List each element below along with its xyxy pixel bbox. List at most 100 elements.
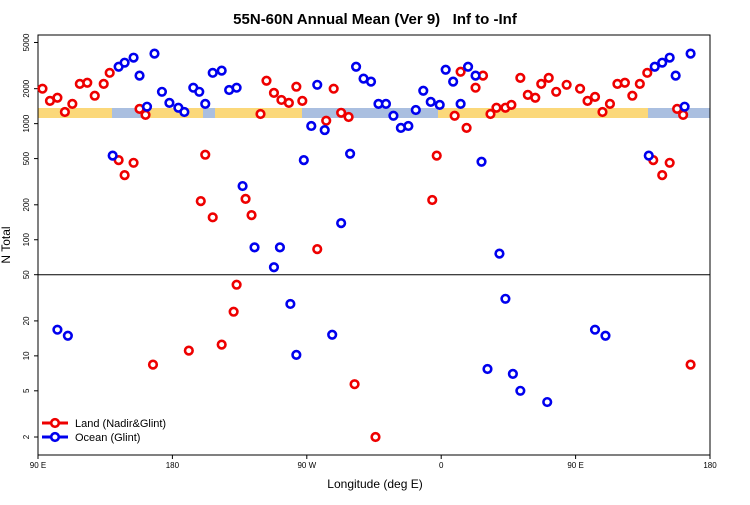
data-point [657, 57, 668, 68]
data-point [268, 262, 280, 273]
data-point [291, 81, 302, 92]
data-point [312, 79, 323, 90]
data-point [207, 67, 218, 78]
data-point [336, 218, 347, 229]
y-tick-label: 100 [22, 233, 31, 247]
x-axis-label: Longitude (deg E) [327, 477, 422, 491]
data-point [231, 279, 242, 290]
x-tick-label: 90 E [567, 461, 583, 470]
data-point [470, 82, 481, 93]
y-axis-label: N Total [0, 226, 13, 263]
x-tick-label: 180 [166, 461, 180, 470]
data-point [37, 83, 48, 94]
data-point [536, 78, 547, 89]
data-point [327, 329, 338, 340]
chart-title: 55N-60N Annual Mean (Ver 9) Inf to -Inf [233, 11, 518, 28]
data-point [195, 196, 206, 207]
data-point [312, 244, 323, 255]
data-point [434, 99, 445, 111]
data-point [462, 61, 474, 72]
data-point [98, 78, 109, 89]
data-point [448, 76, 459, 87]
data-point [255, 108, 266, 120]
data-point [156, 86, 168, 97]
data-point [345, 148, 356, 159]
data-point [200, 149, 211, 160]
data-point [179, 106, 190, 118]
data-point [119, 57, 130, 68]
data-point [350, 61, 362, 72]
data-point [306, 120, 317, 132]
data-point [627, 90, 638, 101]
data-point [134, 70, 145, 81]
data-point [600, 330, 611, 341]
x-tick-label: 90 W [297, 461, 316, 470]
data-point [149, 48, 160, 59]
y-tick-label: 1000 [22, 114, 31, 132]
data-point [476, 156, 487, 167]
x-tick-label: 90 E [30, 461, 46, 470]
data-point [147, 359, 159, 370]
data-point [619, 77, 630, 88]
data-point [298, 155, 309, 166]
data-point [249, 242, 260, 253]
data-point [685, 48, 696, 59]
plot-frame [37, 34, 711, 456]
data-point [321, 115, 332, 126]
data-point [240, 193, 251, 204]
data-point [268, 87, 280, 98]
data-point [507, 368, 518, 379]
data-point [216, 339, 227, 350]
data-point [328, 83, 339, 94]
legend-marker [49, 431, 61, 443]
data-point [500, 293, 511, 304]
y-tick-label: 2 [22, 434, 31, 439]
y-tick-label: 5 [22, 388, 31, 393]
data-point [62, 330, 73, 341]
x-tick-label: 0 [439, 461, 444, 470]
data-point [104, 67, 115, 78]
data-point [664, 52, 675, 63]
y-tick-label: 500 [22, 151, 31, 165]
data-point [349, 379, 360, 390]
y-tick-label: 5000 [22, 33, 31, 51]
data-point [365, 76, 377, 87]
data-point [491, 102, 502, 113]
legend: Land (Nadir&Glint) Ocean (Glint) [42, 417, 166, 444]
data-point [582, 95, 593, 106]
data-point [657, 170, 668, 181]
data-point [52, 92, 63, 103]
data-point [207, 212, 218, 223]
data-point [319, 124, 330, 136]
legend-label: Land (Nadir&Glint) [75, 418, 166, 430]
data-point [82, 77, 93, 88]
y-tick-label: 200 [22, 198, 31, 212]
data-point [261, 75, 272, 86]
data-point [506, 99, 517, 111]
data-point [67, 98, 78, 109]
data-point [561, 79, 572, 90]
y-tick-label: 20 [22, 316, 31, 325]
data-point [425, 96, 436, 107]
data-point [589, 324, 601, 335]
data-point [216, 65, 227, 76]
data-point [228, 306, 239, 317]
data-point [291, 349, 302, 360]
legend-marker [49, 417, 61, 429]
data-point [274, 242, 286, 253]
data-point [141, 101, 153, 112]
data-point [597, 106, 608, 118]
data-point [543, 72, 554, 83]
data-point [515, 72, 526, 83]
data-point [107, 150, 118, 161]
data-point [542, 396, 553, 408]
data-point [589, 91, 601, 102]
data-point [574, 83, 586, 94]
data-point [664, 157, 675, 168]
data-point [515, 385, 526, 396]
data-point [455, 98, 466, 109]
data-point [183, 345, 194, 356]
data-point [403, 120, 414, 132]
data-point [482, 363, 493, 375]
